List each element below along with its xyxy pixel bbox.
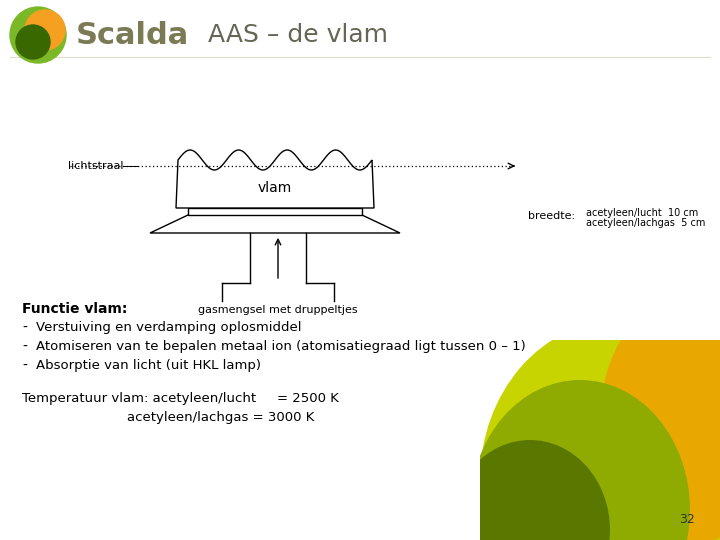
Text: acetyleen/lachgas = 3000 K: acetyleen/lachgas = 3000 K (127, 411, 315, 424)
Circle shape (16, 25, 50, 59)
Circle shape (25, 10, 65, 50)
Text: acetyleen/lucht  10 cm: acetyleen/lucht 10 cm (586, 208, 698, 218)
Text: gasmengsel met druppeltjes: gasmengsel met druppeltjes (198, 305, 358, 315)
Ellipse shape (470, 380, 690, 540)
Ellipse shape (450, 440, 610, 540)
Text: Verstuiving en verdamping oplosmiddel: Verstuiving en verdamping oplosmiddel (36, 321, 302, 334)
Text: Functie vlam:: Functie vlam: (22, 302, 127, 316)
Text: 32: 32 (679, 513, 695, 526)
Text: AAS – de vlam: AAS – de vlam (208, 23, 388, 47)
Text: vlam: vlam (258, 181, 292, 195)
Text: breedte:: breedte: (528, 211, 575, 221)
Text: Scalda: Scalda (76, 21, 189, 50)
Text: -: - (22, 359, 27, 373)
Text: Atomiseren van te bepalen metaal ion (atomisatiegraad ligt tussen 0 – 1): Atomiseren van te bepalen metaal ion (at… (36, 340, 526, 353)
Text: = 2500 K: = 2500 K (277, 392, 339, 405)
Polygon shape (176, 150, 374, 208)
Text: Absorptie van licht (uit HKL lamp): Absorptie van licht (uit HKL lamp) (36, 359, 261, 372)
Circle shape (10, 7, 66, 63)
Text: -: - (22, 340, 27, 354)
Text: -: - (22, 321, 27, 335)
Text: Temperatuur vlam: acetyleen/lucht: Temperatuur vlam: acetyleen/lucht (22, 392, 256, 405)
Ellipse shape (600, 295, 720, 540)
Bar (188, 208, 362, 215)
Ellipse shape (480, 320, 720, 540)
Text: lichtstraal: lichtstraal (68, 161, 124, 171)
Polygon shape (150, 215, 400, 233)
Text: acetyleen/lachgas  5 cm: acetyleen/lachgas 5 cm (586, 218, 706, 228)
